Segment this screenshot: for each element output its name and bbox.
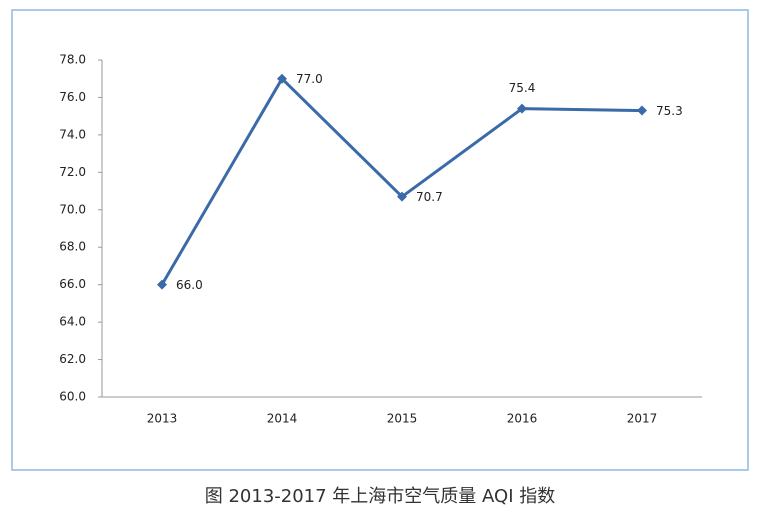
- y-tick-label: 72.0: [59, 165, 86, 179]
- x-tick-label: 2015: [387, 412, 418, 426]
- x-tick-label: 2016: [507, 412, 538, 426]
- y-tick-label: 62.0: [59, 352, 86, 366]
- y-tick-label: 74.0: [59, 127, 86, 141]
- data-point: [157, 279, 167, 290]
- y-tick-label: 60.0: [59, 390, 86, 404]
- x-tick-label: 2014: [267, 412, 298, 426]
- x-tick-label: 2013: [147, 412, 178, 426]
- chart-title: 图 2013-2017 年上海市空气质量 AQI 指数: [205, 486, 555, 507]
- data-label: 66.0: [176, 278, 203, 292]
- y-tick-label: 64.0: [59, 315, 86, 329]
- data-point: [517, 103, 527, 114]
- data-label: 75.4: [509, 81, 536, 95]
- y-tick-label: 66.0: [59, 277, 86, 291]
- data-point: [277, 73, 287, 84]
- y-tick-label: 70.0: [59, 202, 86, 216]
- x-tick-label: 2017: [627, 412, 658, 426]
- y-tick-label: 76.0: [59, 90, 86, 104]
- y-tick-label: 78.0: [59, 53, 86, 67]
- data-label: 70.7: [416, 190, 443, 204]
- data-label: 75.3: [656, 104, 683, 118]
- data-point: [397, 191, 407, 202]
- y-tick-label: 68.0: [59, 240, 86, 254]
- data-label: 77.0: [296, 72, 323, 86]
- data-point: [637, 105, 647, 116]
- chart-frame: [11, 9, 749, 471]
